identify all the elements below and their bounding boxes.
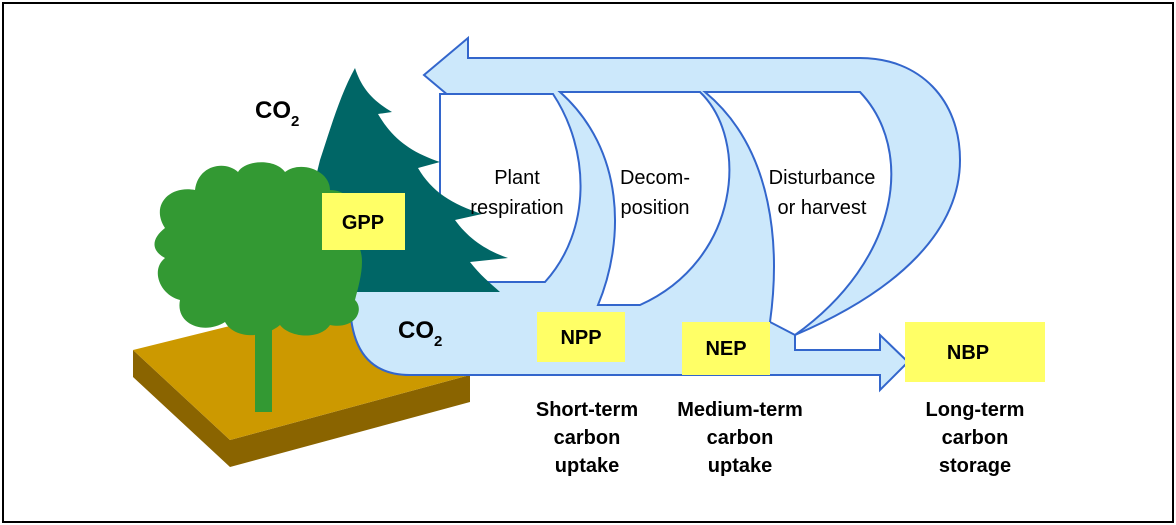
process-label: or harvest	[778, 197, 867, 219]
flux-label: NEP	[705, 338, 746, 360]
flux-box	[682, 322, 770, 375]
storage-label: uptake	[708, 455, 772, 477]
flux-box	[905, 322, 1045, 382]
flux-label: NBP	[947, 342, 989, 364]
storage-label: Short-term	[536, 399, 638, 421]
process-label: Disturbance	[769, 167, 876, 189]
respiration-area	[439, 93, 582, 283]
process-label: respiration	[470, 197, 563, 219]
co2-text: CO	[255, 97, 291, 124]
deciduous-tree	[154, 162, 362, 336]
flux-label: NPP	[560, 327, 601, 349]
flux-label: GPP	[342, 212, 384, 234]
storage-label: storage	[939, 455, 1011, 477]
flux-box	[537, 312, 625, 362]
slab-side	[133, 350, 470, 467]
storage-label: uptake	[555, 455, 619, 477]
co2-label: CO2	[398, 317, 442, 350]
process-label: position	[621, 197, 690, 219]
disturbance-area	[702, 91, 893, 337]
tree-trunk	[255, 295, 272, 412]
decomposition-area	[557, 91, 731, 306]
storage-label: carbon	[554, 427, 621, 449]
process-label: Decom-	[620, 167, 690, 189]
storage-label: Long-term	[926, 399, 1025, 421]
storage-label: carbon	[707, 427, 774, 449]
storage-label: Medium-term	[677, 399, 803, 421]
co2-subscript: 2	[291, 113, 299, 130]
storage-label: carbon	[942, 427, 1009, 449]
co2-label: CO2	[255, 97, 299, 130]
co2-subscript: 2	[434, 333, 442, 350]
flux-box	[322, 193, 405, 250]
process-label: Plant	[494, 167, 540, 189]
co2-text: CO	[398, 317, 434, 344]
